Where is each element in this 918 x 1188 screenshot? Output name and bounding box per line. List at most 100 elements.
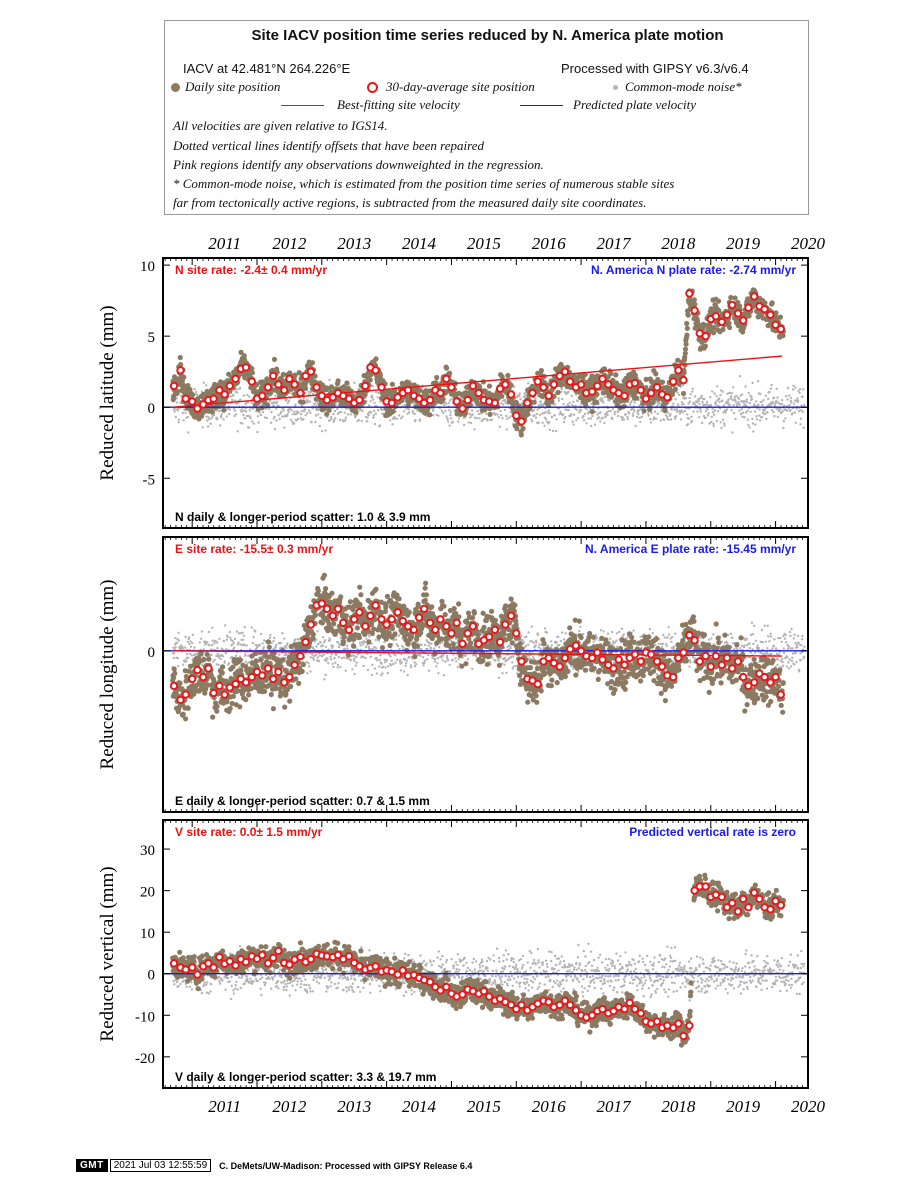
common-mode-point bbox=[672, 402, 675, 405]
daily-point bbox=[662, 408, 668, 414]
common-mode-point bbox=[680, 409, 683, 412]
common-mode-point bbox=[638, 404, 641, 407]
x-tick-label: 2019 bbox=[726, 234, 761, 253]
common-mode-point bbox=[217, 663, 220, 667]
common-mode-point bbox=[243, 409, 246, 412]
avg-point bbox=[512, 411, 521, 420]
common-mode-point bbox=[530, 420, 534, 423]
common-mode-point bbox=[784, 417, 787, 420]
common-mode-point bbox=[354, 664, 358, 667]
common-mode-point bbox=[557, 397, 560, 400]
common-mode-point bbox=[353, 673, 356, 676]
common-mode-point bbox=[740, 399, 743, 403]
common-mode-point bbox=[505, 671, 508, 675]
daily-point bbox=[672, 386, 678, 392]
common-mode-point bbox=[697, 416, 701, 419]
common-mode-point bbox=[744, 385, 747, 388]
common-mode-point bbox=[229, 636, 232, 639]
common-mode-point bbox=[319, 416, 322, 419]
common-mode-point bbox=[275, 401, 279, 404]
avg-point bbox=[766, 310, 775, 319]
common-mode-point bbox=[547, 409, 550, 412]
common-mode-point bbox=[721, 418, 725, 421]
daily-point bbox=[653, 371, 659, 377]
daily-point bbox=[538, 367, 545, 374]
common-mode-point bbox=[307, 390, 310, 394]
common-mode-point bbox=[605, 411, 608, 414]
daily-point bbox=[680, 390, 687, 397]
common-mode-point bbox=[686, 423, 690, 426]
common-mode-point bbox=[299, 417, 302, 420]
common-mode-marker bbox=[613, 85, 618, 90]
common-mode-point bbox=[570, 394, 573, 398]
common-mode-point bbox=[535, 412, 538, 416]
common-mode-point bbox=[794, 421, 797, 424]
common-mode-point bbox=[328, 378, 331, 381]
common-mode-point bbox=[775, 399, 778, 402]
common-mode-point bbox=[172, 656, 176, 660]
common-mode-point bbox=[797, 409, 801, 413]
common-mode-point bbox=[225, 638, 228, 641]
avg-point bbox=[176, 366, 185, 375]
common-mode-point bbox=[241, 631, 244, 634]
daily-point bbox=[702, 343, 709, 349]
common-mode-point bbox=[399, 658, 402, 662]
common-mode-point bbox=[681, 410, 684, 414]
common-mode-point bbox=[534, 397, 537, 400]
daily-point bbox=[444, 365, 450, 371]
common-mode-point bbox=[523, 394, 527, 398]
daily-point bbox=[174, 388, 180, 395]
common-mode-point bbox=[784, 395, 788, 398]
common-mode-point bbox=[548, 412, 551, 415]
avg-point bbox=[717, 317, 726, 327]
common-mode-point bbox=[450, 417, 453, 420]
common-mode-point bbox=[585, 422, 588, 425]
common-mode-point bbox=[594, 410, 597, 414]
common-mode-point bbox=[397, 414, 401, 417]
common-mode-point bbox=[721, 390, 724, 393]
common-mode-point bbox=[375, 672, 379, 675]
avg-point bbox=[188, 397, 197, 406]
common-mode-point bbox=[363, 641, 367, 644]
avg-point bbox=[258, 391, 267, 400]
common-mode-point bbox=[448, 663, 451, 666]
common-mode-point bbox=[544, 418, 548, 421]
common-mode-point bbox=[334, 417, 337, 420]
common-mode-point bbox=[440, 409, 444, 412]
common-mode-point bbox=[293, 413, 297, 416]
common-mode-point bbox=[633, 401, 636, 404]
common-mode-point bbox=[658, 402, 661, 405]
common-mode-point bbox=[227, 412, 231, 416]
common-mode-point bbox=[711, 407, 714, 411]
daily-point bbox=[440, 397, 446, 403]
common-mode-point bbox=[718, 400, 721, 404]
common-mode-point bbox=[316, 656, 319, 659]
common-mode-point bbox=[331, 662, 334, 666]
common-mode-point bbox=[713, 409, 717, 412]
common-mode-point bbox=[709, 403, 713, 407]
common-mode-point bbox=[366, 668, 370, 672]
common-mode-point bbox=[739, 412, 743, 416]
common-mode-point bbox=[606, 413, 609, 417]
common-mode-point bbox=[308, 393, 311, 396]
common-mode-point bbox=[181, 411, 184, 415]
common-mode-point bbox=[233, 637, 237, 641]
common-mode-point bbox=[802, 426, 805, 429]
avg-point bbox=[549, 380, 559, 389]
x-tick-label: 2014 bbox=[402, 234, 437, 253]
common-mode-point bbox=[750, 398, 754, 401]
common-mode-point bbox=[184, 646, 187, 649]
avg-point bbox=[458, 404, 467, 413]
common-mode-point bbox=[802, 388, 805, 391]
common-mode-point bbox=[307, 662, 310, 665]
common-mode-point bbox=[233, 409, 237, 412]
common-mode-point bbox=[408, 655, 411, 659]
common-mode-point bbox=[446, 420, 450, 423]
common-mode-point bbox=[548, 428, 552, 432]
common-mode-point bbox=[754, 423, 757, 426]
common-mode-point bbox=[769, 387, 773, 390]
avg-point bbox=[630, 378, 640, 388]
common-mode-point bbox=[228, 630, 232, 634]
common-mode-point bbox=[679, 418, 683, 421]
common-mode-point bbox=[433, 660, 437, 663]
